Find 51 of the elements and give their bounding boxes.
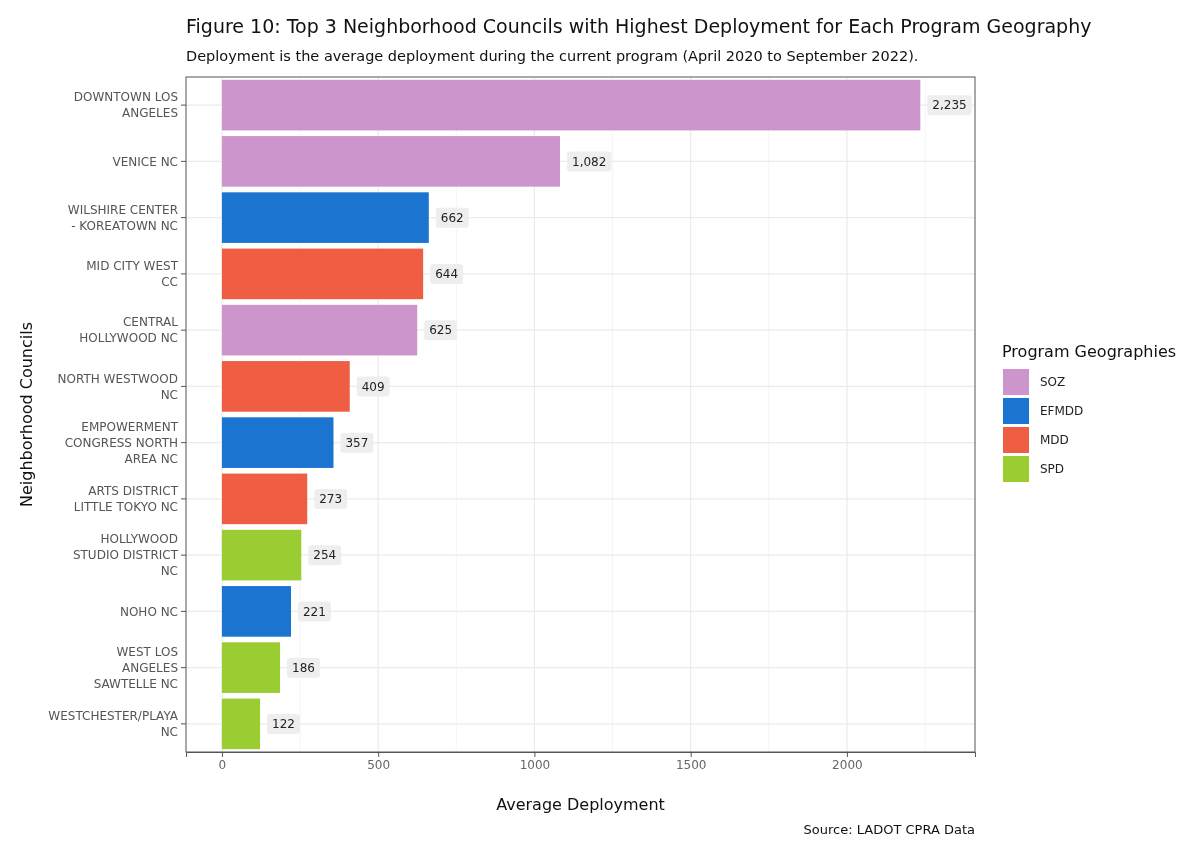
- y-tick-label: VENICE NC: [112, 154, 178, 169]
- legend-title: Program Geographies: [1002, 342, 1177, 361]
- data-label: 254: [313, 548, 337, 563]
- data-label: 186: [292, 660, 315, 675]
- x-tick-label: 1000: [519, 757, 551, 772]
- legend-label: SPD: [1040, 462, 1065, 477]
- bar: [221, 473, 308, 525]
- data-label: 1,082: [572, 154, 607, 169]
- y-tick-label: ARTS DISTRICT LITTLE TOKYO NC: [73, 484, 179, 515]
- bar: [221, 304, 418, 356]
- y-axis-title: Neighborhood Councils: [17, 321, 36, 508]
- data-label: 625: [429, 323, 453, 338]
- data-label: 662: [440, 210, 464, 225]
- chart-title: Figure 10: Top 3 Neighborhood Councils with Highest Deployment for Each Program Geography: [186, 15, 1092, 37]
- y-tick-label: NOHO NC: [119, 604, 178, 619]
- y-tick-label: WEST LOS ANGELES SAWTELLE NC: [93, 644, 178, 691]
- bar: [221, 417, 334, 468]
- bar: [221, 642, 281, 693]
- x-axis-title: Average Deployment: [496, 795, 665, 814]
- bar: [221, 586, 291, 637]
- bar: [221, 698, 261, 750]
- y-tick-label: WESTCHESTER/PLAYA NC: [48, 709, 179, 740]
- bar: [221, 192, 429, 243]
- x-tick-label: 500: [367, 757, 391, 772]
- bar: [221, 529, 302, 581]
- bar: [221, 79, 921, 131]
- data-label: 2,235: [932, 98, 967, 113]
- y-tick-label: CENTRAL HOLLYWOOD NC: [79, 315, 179, 346]
- y-tick-label: MID CITY WEST CC: [86, 259, 179, 290]
- data-label: 409: [361, 379, 385, 394]
- bar: [221, 248, 424, 300]
- data-label: 221: [302, 604, 326, 619]
- data-label: 357: [345, 435, 369, 450]
- y-tick-label: DOWNTOWN LOS ANGELES: [73, 90, 178, 121]
- y-tick-label: WILSHIRE CENTER - KOREATOWN NC: [67, 202, 178, 233]
- x-tick-label: 2000: [832, 757, 863, 772]
- chart-subtitle: Deployment is the average deployment during the current program (April 2020 to September 2022).: [186, 48, 919, 64]
- y-tick-label: HOLLYWOOD STUDIO DISTRICT NC: [72, 532, 179, 579]
- data-label: 644: [435, 267, 459, 282]
- data-label: 122: [272, 717, 295, 732]
- bar: [221, 136, 561, 187]
- y-tick-label: EMPOWERMENT CONGRESS NORTH AREA NC: [64, 419, 179, 466]
- data-label: 273: [319, 492, 343, 507]
- legend-label: MDD: [1040, 433, 1069, 448]
- source-note: Source: LADOT CPRA Data: [803, 822, 975, 837]
- x-tick-label: 1500: [675, 757, 707, 772]
- y-tick-label: NORTH WESTWOOD NC: [57, 371, 178, 402]
- legend-label: SOZ: [1040, 375, 1066, 390]
- bar: [221, 361, 350, 412]
- legend-label: EFMDD: [1040, 404, 1084, 419]
- x-tick-label: 0: [218, 757, 227, 772]
